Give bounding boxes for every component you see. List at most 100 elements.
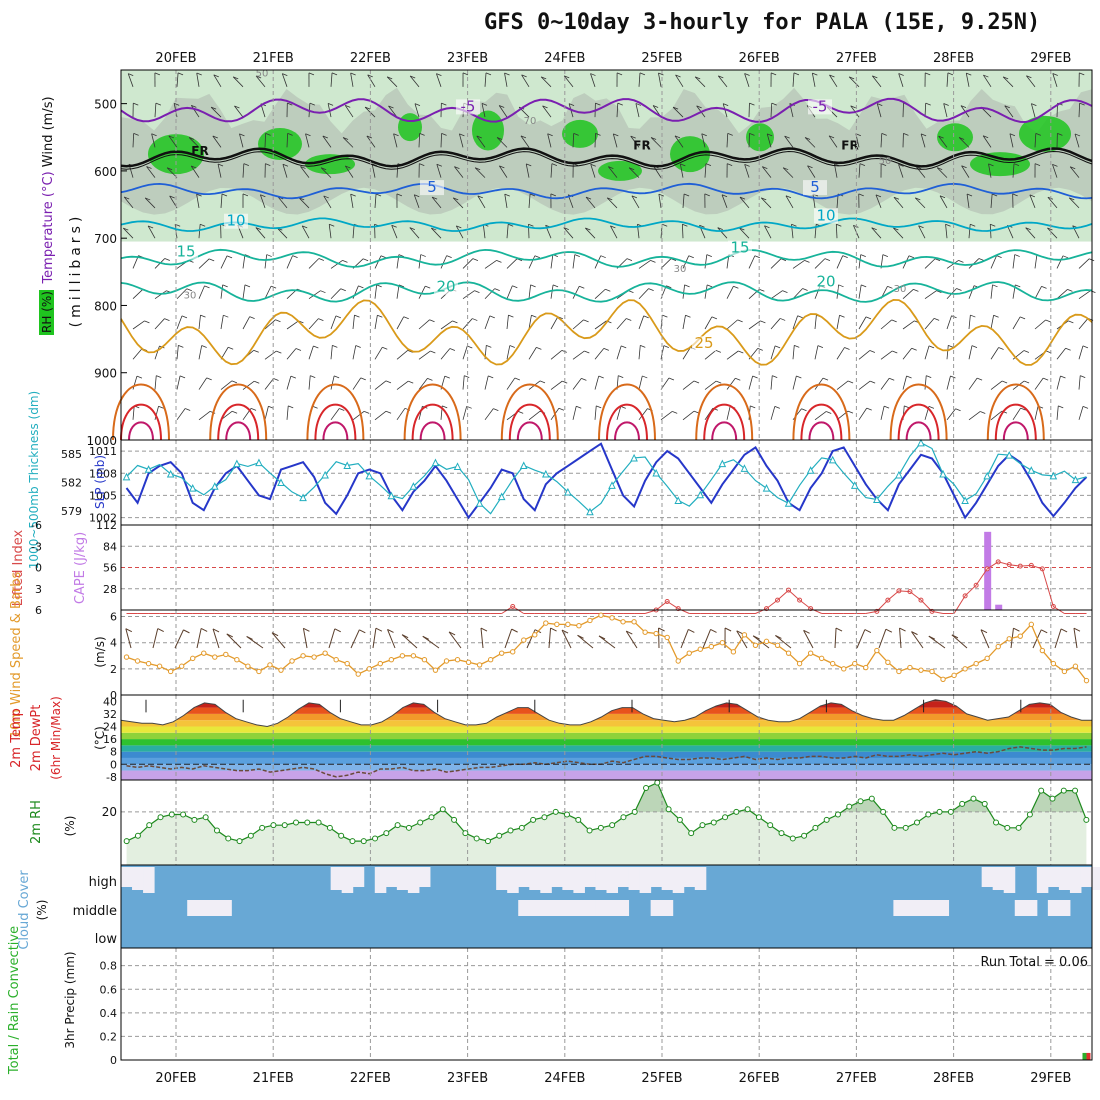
upper-wind-barb <box>968 377 978 390</box>
upper-wind-barb-flag <box>793 72 800 76</box>
thickness-marker <box>233 459 241 468</box>
upper-wind-barb <box>1078 258 1090 269</box>
upper-wind-barb <box>679 163 684 178</box>
thickness-marker <box>564 487 572 496</box>
cloud-mid-clear <box>926 900 939 916</box>
upper-wind-barb-flag <box>431 196 438 200</box>
upper-wind-barb <box>766 133 772 148</box>
wind10-barb <box>125 628 132 649</box>
upper-wind-barb <box>198 258 210 269</box>
upper-wind-barb <box>396 408 406 421</box>
upper-wind-barb-flag <box>630 135 636 139</box>
upper-wind-barb <box>350 194 354 208</box>
upper-wind-barb-flag <box>234 105 240 109</box>
upper-wind-barb-flag <box>310 375 316 378</box>
cloud-high-clear <box>639 867 652 893</box>
upper-wind-barb <box>594 375 600 390</box>
upper-wind-barb-flag <box>992 284 998 288</box>
upper-wind-barb-flag <box>339 408 345 411</box>
upper-wind-barb <box>1052 73 1058 87</box>
upper-wind-barb <box>414 103 420 118</box>
li-tick-label: 0 <box>35 562 42 575</box>
upper-wind-barb <box>792 260 805 269</box>
upper-wind-barb <box>440 255 448 269</box>
upper-wind-barb <box>242 284 246 299</box>
upper-wind-barb-flag <box>783 167 789 171</box>
cloud-mid-clear <box>573 900 585 916</box>
wind10-barb-flag <box>752 635 760 640</box>
upper-wind-barb-flag <box>547 133 553 137</box>
upper-wind-barb-flag <box>583 319 589 323</box>
rh2m-marker <box>801 832 808 839</box>
rh2m-marker <box>213 827 220 834</box>
upper-wind-barb-flag <box>866 407 872 411</box>
precip-ylabel-right-part: 3hr Precip (mm) <box>63 951 77 1048</box>
cloud-mid-clear <box>915 900 927 916</box>
upper-wind-barb-flag <box>213 74 219 78</box>
upper-wind-barb-flag <box>1052 164 1058 167</box>
wind10-barb <box>561 629 572 649</box>
upper-wind-barb-flag <box>1065 347 1071 351</box>
temperature-contour-label: 10 <box>226 212 245 230</box>
cloud-high-clear <box>1069 867 1082 893</box>
wind10-barb-flag <box>387 629 394 633</box>
temperature-contour-label: 15 <box>176 243 195 261</box>
upper-wind-barb <box>893 196 904 209</box>
wind10-speed-marker <box>510 649 516 655</box>
upper-wind-barb-flag <box>1009 133 1016 137</box>
cloud-mid-clear <box>220 900 232 916</box>
upper-wind-barb <box>572 406 577 420</box>
upper-wind-barb-flag <box>233 76 239 80</box>
temperature-contour-label: 5 <box>427 178 437 196</box>
upper-wind-barb-flag <box>980 411 986 414</box>
upper-wind-barb-flag <box>398 284 405 288</box>
wind10-speed-marker <box>300 653 306 659</box>
wind10-barb <box>350 629 360 649</box>
temperature-contour-label: 15 <box>730 239 749 257</box>
slp-tick-label: 1002 <box>89 512 117 525</box>
upper-wind-barb-flag <box>1025 227 1031 231</box>
wind10-speed-marker <box>289 658 295 664</box>
wind10-barb-flag <box>1041 629 1048 634</box>
wind10-speed-marker <box>587 617 593 624</box>
upper-wind-barb-flag <box>364 106 371 110</box>
upper-wind-barb <box>506 285 513 299</box>
upper-wind-barb-flag <box>1020 407 1026 411</box>
upper-wind-barb <box>682 410 695 421</box>
upper-wind-barb <box>988 163 992 178</box>
upper-wind-barb <box>770 258 782 269</box>
upper-wind-barb-flag <box>231 380 238 384</box>
li-ylabel: Lifted Index <box>11 529 26 606</box>
wind10-speed-marker <box>852 660 858 667</box>
contour-label-bg <box>728 240 752 256</box>
upper-wind-barb <box>938 135 948 148</box>
upper-wind-barb <box>1078 406 1084 420</box>
cloud-high-clear <box>540 867 552 893</box>
upper-wind-barb <box>836 380 849 390</box>
upper-wind-barb-flag <box>869 350 876 353</box>
upper-wind-barb-flag <box>739 227 745 231</box>
rh2m-marker <box>1004 824 1011 831</box>
upper-wind-barb <box>528 315 532 330</box>
upper-wind-barb <box>1052 164 1058 178</box>
rh2m-marker <box>270 822 277 829</box>
upper-wind-barb <box>792 72 795 87</box>
upper-wind-barb <box>352 411 365 421</box>
upper-wind-barb <box>785 195 794 209</box>
upper-wind-barb-flag <box>472 318 478 321</box>
upper-wind-barb-flag <box>342 260 348 263</box>
upper-wind-barb-flag <box>585 196 592 200</box>
rh2m-marker <box>473 835 480 842</box>
upper-wind-barb <box>748 375 754 390</box>
cloud-high-clear <box>672 867 685 893</box>
upper-wind-barb <box>946 408 956 421</box>
upper-wind-barb-flag <box>934 258 941 262</box>
upper-wind-barb <box>342 137 354 148</box>
rh2m-marker <box>993 819 1000 826</box>
wind10-speed-marker <box>576 622 582 629</box>
upper-wind-barb <box>1012 254 1016 269</box>
upper-wind-barb-flag <box>733 285 739 289</box>
upper-wind-barb-flag <box>693 380 700 384</box>
wind10-barb-flag <box>422 635 430 640</box>
upper-wind-barb <box>282 164 288 178</box>
